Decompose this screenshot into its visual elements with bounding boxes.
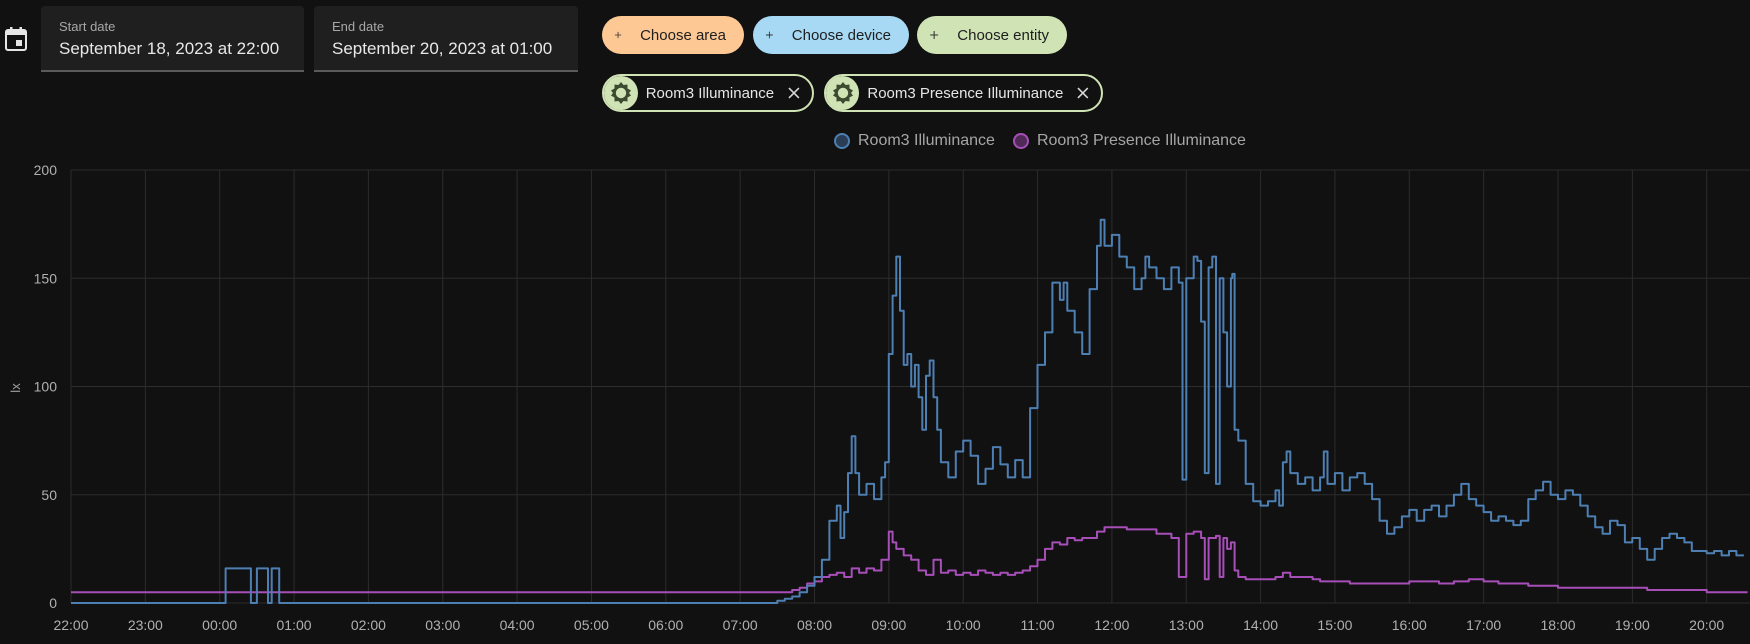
y-tick-label: 150: [34, 270, 58, 286]
x-tick-label: 09:00: [871, 617, 906, 633]
entity-chip-label: Room3 Illuminance: [645, 84, 775, 102]
brightness-icon: [826, 76, 860, 110]
brightness-icon: [604, 76, 638, 110]
choose-area-label: Choose area: [640, 26, 726, 44]
start-date-label: Start date: [59, 19, 116, 34]
x-tick-label: 06:00: [648, 617, 683, 633]
x-tick-label: 20:00: [1689, 617, 1724, 633]
series-line-room3-presence-illuminance[interactable]: [71, 526, 1748, 594]
x-tick-label: 00:00: [202, 617, 237, 633]
legend-dot: [1012, 133, 1029, 149]
entity-chip-label: Room3 Presence Illuminance: [867, 84, 1064, 102]
plus-icon: [614, 31, 622, 39]
y-axis-label: lx: [8, 383, 23, 393]
start-date-value: September 18, 2023 at 22:00: [59, 39, 280, 58]
x-tick-label: 03:00: [425, 617, 460, 633]
x-tick-label: 01:00: [277, 617, 312, 633]
x-tick-label: 08:00: [797, 617, 832, 633]
entity-chip-room3-presence-illuminance[interactable]: Room3 Presence Illuminance: [824, 74, 1103, 112]
series-line-room3-illuminance[interactable]: [71, 218, 1744, 604]
x-tick-label: 14:00: [1243, 617, 1278, 633]
x-tick-label: 10:00: [946, 617, 981, 633]
x-tick-label: 07:00: [723, 617, 758, 633]
x-tick-label: 04:00: [500, 617, 535, 633]
y-tick-label: 100: [34, 379, 58, 395]
choose-entity-button[interactable]: Choose entity: [917, 16, 1067, 54]
y-tick-label: 0: [49, 595, 57, 611]
x-tick-label: 05:00: [574, 617, 609, 633]
x-tick-label: 13:00: [1169, 617, 1204, 633]
end-date-label: End date: [332, 19, 385, 34]
x-tick-label: 16:00: [1392, 617, 1427, 633]
y-tick-label: 200: [34, 162, 58, 178]
x-tick-label: 11:00: [1021, 617, 1055, 633]
x-tick-label: 22:00: [53, 617, 88, 633]
x-tick-label: 19:00: [1615, 617, 1650, 633]
plus-icon: [930, 31, 939, 39]
y-tick-label: 50: [41, 487, 57, 503]
x-tick-label: 17:00: [1466, 617, 1501, 633]
legend-item-room3-illuminance[interactable]: Room3 Illuminance: [834, 132, 995, 150]
end-date-field[interactable]: End date September 20, 2023 at 01:00: [314, 6, 578, 72]
choose-device-button[interactable]: Choose device: [753, 16, 909, 54]
legend-label: Room3 Illuminance: [858, 132, 995, 149]
chart-legend: Room3 Illuminance Room3 Presence Illumin…: [834, 132, 1264, 150]
choose-area-button[interactable]: Choose area: [602, 16, 744, 54]
x-tick-label: 18:00: [1540, 617, 1575, 633]
choose-entity-label: Choose entity: [957, 26, 1049, 44]
calendar-icon[interactable]: [4, 26, 28, 52]
x-tick-label: 15:00: [1317, 617, 1352, 633]
end-date-value: September 20, 2023 at 01:00: [332, 39, 553, 58]
legend-item-room3-presence-illuminance[interactable]: Room3 Presence Illuminance: [1012, 132, 1246, 150]
x-tick-label: 02:00: [351, 617, 386, 633]
x-tick-label: 23:00: [128, 617, 163, 633]
chart-series: [71, 218, 1748, 604]
entity-chip-room3-illuminance[interactable]: Room3 Illuminance: [602, 74, 814, 112]
choose-device-label: Choose device: [791, 26, 891, 44]
chart-axis-labels: 0 50 100 150 200 22:00 23:00 00:00 01:00 02:00 03:…: [34, 162, 1725, 633]
legend-dot: [834, 133, 850, 149]
legend-label: Room3 Presence Illuminance: [1036, 132, 1246, 149]
start-date-field[interactable]: Start date September 18, 2023 at 22:00: [41, 6, 304, 72]
plus-icon: [765, 31, 773, 39]
close-icon[interactable]: [1075, 85, 1091, 101]
x-tick-label: 12:00: [1094, 617, 1129, 633]
close-icon[interactable]: [786, 85, 802, 101]
